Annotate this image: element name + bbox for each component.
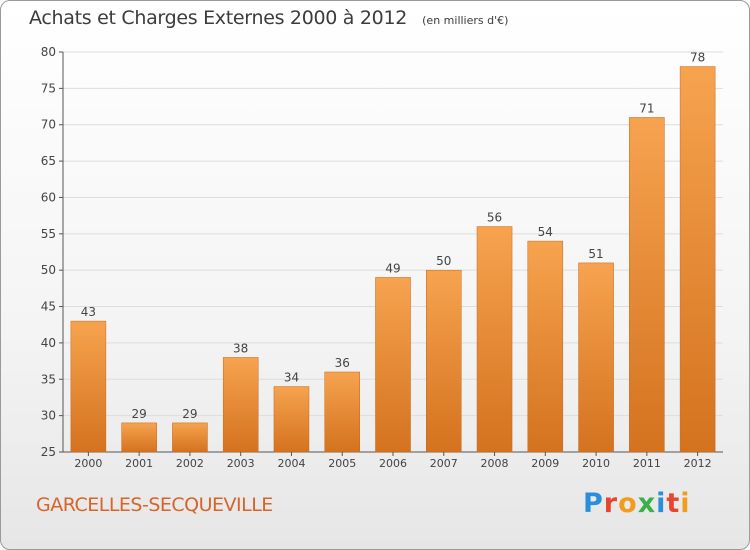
bar	[679, 66, 716, 453]
logo-letter: o	[618, 488, 638, 519]
bar	[324, 371, 360, 453]
bar	[426, 269, 462, 453]
data-label: 29	[132, 407, 147, 421]
y-tick-label: 75	[41, 81, 56, 95]
chart-title-text: Achats et Charges Externes 2000 à 2012	[29, 7, 408, 29]
y-tick-label: 80	[41, 45, 56, 59]
bar	[476, 226, 513, 453]
logo-letter: t	[666, 488, 681, 519]
bar	[222, 357, 259, 453]
bar	[527, 240, 564, 453]
bar	[578, 262, 614, 453]
y-tick-label: 25	[41, 445, 56, 459]
logo-letter: x	[637, 488, 657, 519]
bar	[70, 320, 107, 453]
bar	[172, 422, 208, 453]
x-tick-label: 2009	[531, 457, 559, 470]
x-tick-label: 2004	[277, 457, 305, 470]
x-tick-label: 2008	[481, 457, 509, 470]
bar	[273, 386, 310, 453]
x-tick-label: 2006	[379, 457, 407, 470]
y-tick-label: 60	[41, 190, 56, 204]
x-tick-label: 2010	[582, 457, 610, 470]
y-tick-label: 70	[41, 118, 56, 132]
data-label: 34	[284, 371, 299, 385]
logo-letter: P	[583, 488, 604, 519]
bar	[121, 422, 157, 453]
logo-letter: r	[603, 488, 619, 519]
data-label: 50	[436, 254, 451, 268]
data-label: 29	[182, 407, 197, 421]
x-tick-label: 2005	[328, 457, 356, 470]
x-tick-label: 2000	[74, 457, 102, 470]
chart-unit: (en milliers d'€)	[422, 14, 509, 27]
proxiti-logo: Proxiti	[583, 488, 691, 519]
y-tick-label: 35	[41, 372, 56, 386]
data-label: 71	[639, 101, 654, 115]
x-tick-label: 2002	[176, 457, 204, 470]
data-label: 36	[335, 356, 350, 370]
y-tick-label: 65	[41, 154, 56, 168]
chart-title: Achats et Charges Externes 2000 à 2012 (…	[29, 7, 508, 29]
commune-name: GARCELLES-SECQUEVILLE	[36, 494, 273, 516]
y-tick-label: 40	[41, 336, 56, 350]
y-tick-label: 50	[41, 263, 56, 277]
x-tick-label: 2001	[125, 457, 153, 470]
data-label: 78	[690, 51, 705, 65]
y-tick-label: 55	[41, 227, 56, 241]
data-label: 49	[385, 261, 400, 275]
y-tick-label: 30	[41, 409, 56, 423]
data-label: 43	[81, 305, 96, 319]
x-tick-label: 2011	[633, 457, 661, 470]
data-label: 56	[487, 211, 502, 225]
data-label: 54	[538, 225, 553, 239]
x-tick-label: 2012	[684, 457, 712, 470]
data-label: 51	[588, 247, 603, 261]
bar	[375, 277, 411, 453]
x-tick-label: 2007	[430, 457, 458, 470]
logo-letter: i	[656, 488, 667, 519]
bar	[629, 117, 665, 453]
y-tick-label: 45	[41, 300, 56, 314]
data-label: 38	[233, 341, 248, 355]
logo-letter: i	[680, 488, 691, 519]
x-tick-label: 2003	[227, 457, 255, 470]
